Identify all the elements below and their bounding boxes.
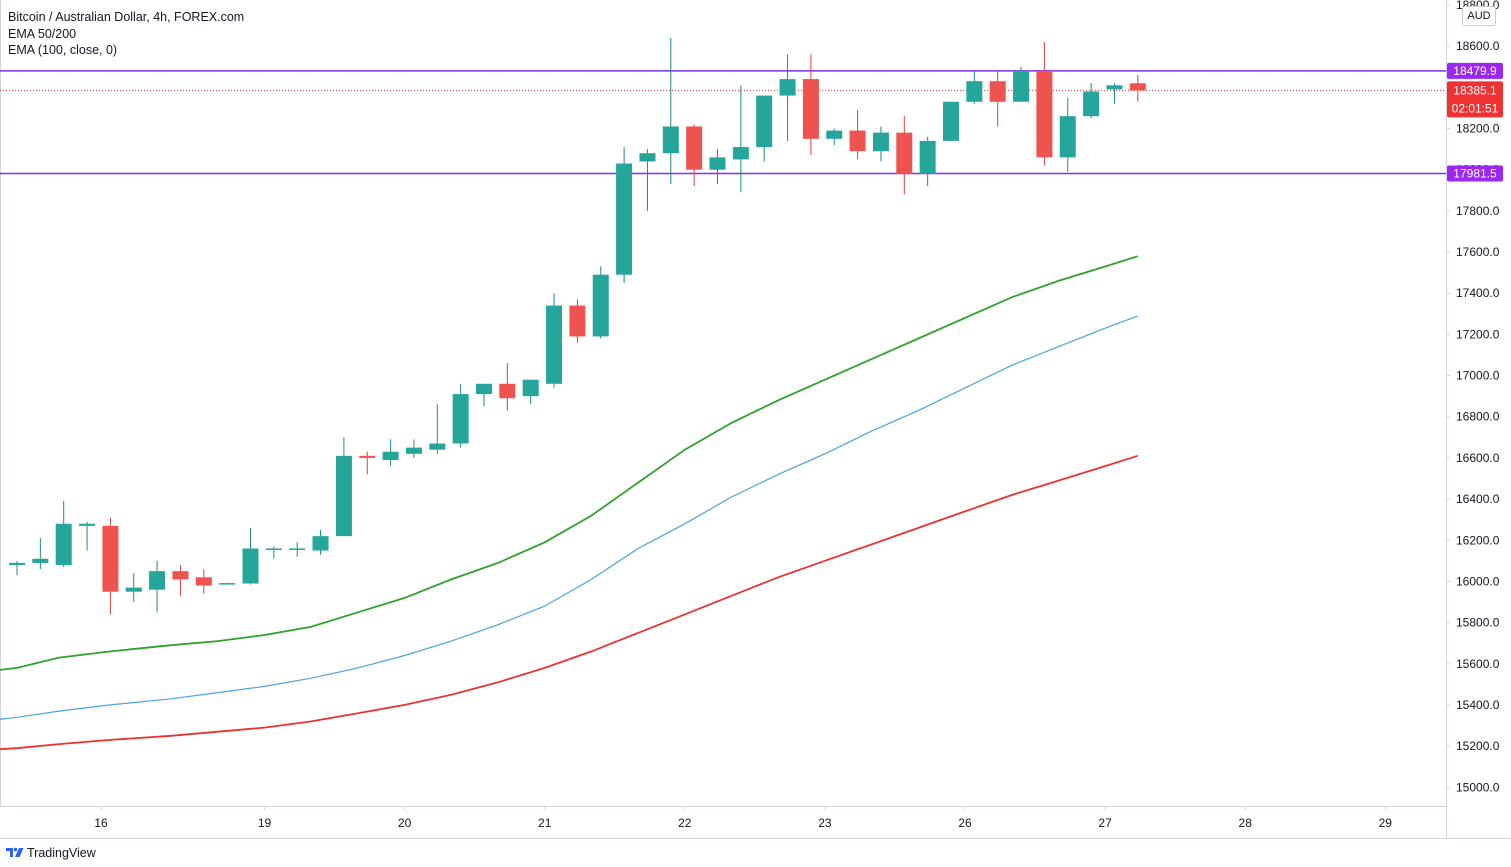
y-tick-label: 16600.0 (1456, 451, 1500, 465)
candle-up (312, 536, 329, 551)
candle-up (335, 455, 352, 537)
x-tick-label: 20 (398, 816, 412, 830)
candle-up (382, 451, 399, 460)
candle-down (896, 132, 913, 174)
candle-up (546, 305, 563, 384)
candle-up (405, 447, 422, 454)
ema-50-200-indicator[interactable]: EMA 50/200 (8, 26, 77, 41)
y-tick-label: 17000.0 (1456, 369, 1500, 383)
x-tick-label: 29 (1379, 816, 1393, 830)
level-price-tag (1447, 62, 1503, 79)
x-tick-label: 19 (258, 816, 272, 830)
candle-up (522, 379, 539, 397)
candle-down (569, 305, 586, 337)
candle-up (9, 562, 25, 565)
candle-down (1129, 83, 1146, 91)
x-tick-label: 26 (958, 816, 972, 830)
ema-100-indicator[interactable]: EMA (100, close, 0) (8, 43, 118, 57)
y-tick-label: 15800.0 (1456, 616, 1500, 630)
plot-area (0, 37, 1446, 751)
currency-button[interactable]: AUD (1462, 6, 1496, 26)
candle-up (242, 548, 259, 584)
candle-up (125, 587, 142, 592)
y-tick-label: 18600.0 (1456, 39, 1500, 53)
candle-down (359, 455, 376, 458)
candle-down (499, 383, 516, 399)
ema50-line (0, 255, 1139, 671)
candle-up (966, 81, 983, 102)
candle-down (195, 577, 212, 586)
price-chart[interactable]: 18800.018600.018400.018200.018000.017800… (0, 0, 1511, 838)
candle-down (802, 79, 819, 139)
x-tick-label: 16 (94, 816, 108, 830)
chart-legend: Bitcoin / Australian Dollar, 4h, FOREX.c… (8, 9, 244, 59)
last-price-tag (1447, 81, 1503, 118)
candle-down (102, 525, 119, 592)
level-price-tag (1447, 165, 1503, 182)
candle-up (732, 147, 749, 160)
y-tick-label: 15200.0 (1456, 739, 1500, 753)
y-tick-label: 17600.0 (1456, 245, 1500, 259)
candle-down (989, 81, 1006, 102)
footer-bar: TradingView (0, 838, 1511, 867)
y-tick-label: 15600.0 (1456, 657, 1500, 671)
x-tick-label: 28 (1239, 816, 1253, 830)
level-price-label: 17981.5 (1453, 167, 1497, 181)
candle-up (265, 548, 282, 550)
candle-up (872, 132, 889, 152)
level-price-label: 18479.9 (1453, 64, 1497, 78)
candle-up (289, 548, 306, 550)
candle-up (592, 274, 609, 337)
ema100-line (0, 315, 1139, 720)
candle-up (943, 101, 959, 141)
candle-up (429, 443, 446, 450)
x-tick-label: 22 (678, 816, 692, 830)
candle-up (616, 163, 633, 275)
x-tick-label: 23 (818, 816, 832, 830)
y-tick-label: 18200.0 (1456, 122, 1500, 136)
candle-up (756, 95, 773, 148)
candle-up (149, 571, 166, 590)
y-tick-label: 17800.0 (1456, 204, 1500, 218)
tradingview-logo-icon[interactable] (6, 845, 24, 859)
candle-up (1083, 91, 1100, 117)
candle-up (1013, 70, 1030, 102)
candle-down (849, 130, 866, 152)
y-tick-label: 16400.0 (1456, 492, 1500, 506)
candle-countdown-label: 02:01:51 (1452, 101, 1499, 115)
tradingview-brand[interactable]: TradingView (27, 846, 96, 860)
candle-up (919, 140, 936, 174)
x-tick-label: 21 (538, 816, 552, 830)
candle-up (476, 383, 492, 395)
candle-up (79, 523, 96, 526)
candle-up (55, 523, 72, 565)
x-tick-label: 27 (1098, 816, 1112, 830)
y-tick-label: 17400.0 (1456, 286, 1500, 300)
y-tick-label: 16000.0 (1456, 574, 1500, 588)
y-tick-label: 15400.0 (1456, 698, 1500, 712)
candle-up (662, 126, 679, 154)
y-tick-label: 15000.0 (1456, 780, 1500, 794)
y-tick-label: 17200.0 (1456, 327, 1500, 341)
candle-up (826, 130, 843, 139)
candle-up (709, 157, 726, 170)
candle-up (779, 79, 796, 96)
symbol-title[interactable]: Bitcoin / Australian Dollar, 4h, FOREX.c… (8, 10, 245, 24)
last-price-label: 18385.1 (1453, 83, 1497, 97)
candle-down (172, 571, 189, 580)
candle-down (1036, 70, 1053, 158)
candle-up (1106, 85, 1123, 90)
candle-up (1059, 116, 1076, 158)
candle-up (639, 153, 656, 162)
y-tick-label: 16800.0 (1456, 410, 1500, 424)
candle-down (686, 126, 703, 170)
candle-up (219, 583, 236, 585)
ema200-line (0, 454, 1139, 751)
y-tick-label: 16200.0 (1456, 533, 1500, 547)
candle-up (32, 558, 49, 563)
candle-up (452, 394, 469, 444)
